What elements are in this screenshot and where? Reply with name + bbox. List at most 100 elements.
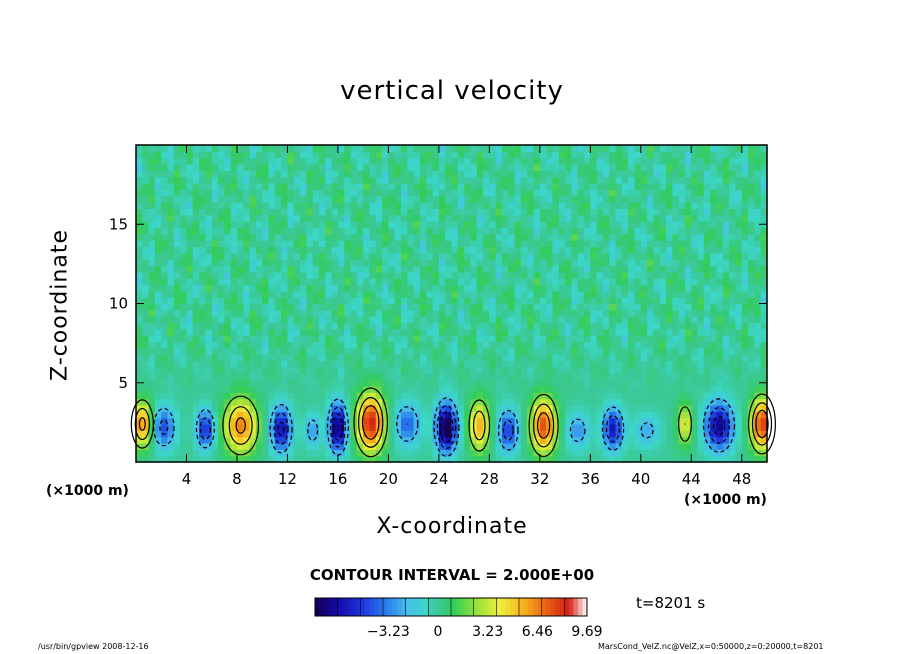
heatmap-cell: [419, 303, 427, 311]
heatmap-cell: [451, 246, 459, 254]
heatmap-cell: [577, 278, 585, 286]
heatmap-cell: [262, 411, 270, 419]
heatmap-cell: [268, 354, 276, 362]
heatmap-cell: [148, 392, 156, 400]
heatmap-cell: [356, 290, 364, 298]
heatmap-cell: [653, 354, 661, 362]
heatmap-cell: [205, 398, 213, 406]
heatmap-cell: [255, 442, 263, 450]
heatmap-cell: [703, 252, 711, 260]
heatmap-cell: [363, 417, 371, 425]
heatmap-cell: [306, 316, 314, 324]
heatmap-cell: [760, 449, 768, 457]
heatmap-cell: [615, 246, 623, 254]
heatmap-cell: [609, 208, 617, 216]
heatmap-cell: [249, 360, 257, 368]
heatmap-cell: [754, 360, 762, 368]
heatmap-cell: [432, 347, 440, 355]
heatmap-cell: [224, 265, 232, 273]
heatmap-cell: [382, 335, 389, 343]
heatmap-cell: [274, 290, 282, 298]
heatmap-cell: [584, 328, 591, 336]
heatmap-cell: [495, 442, 503, 450]
heatmap-cell: [281, 265, 289, 273]
heatmap-cell: [180, 404, 188, 412]
heatmap-cell: [552, 164, 560, 171]
heatmap-cell: [602, 449, 610, 457]
heatmap-cell: [186, 157, 194, 165]
heatmap-cell: [495, 164, 503, 171]
heatmap-cell: [659, 202, 667, 209]
heatmap-cell: [394, 240, 402, 248]
heatmap-cell: [268, 227, 276, 235]
heatmap-cell: [356, 259, 364, 267]
heatmap-cell: [483, 271, 490, 279]
heatmap-cell: [457, 398, 465, 406]
heatmap-cell: [300, 449, 307, 457]
heatmap-cell: [432, 145, 440, 152]
heatmap-cell: [407, 214, 415, 222]
heatmap-cell: [539, 183, 547, 190]
heatmap-cell: [533, 259, 541, 267]
heatmap-cell: [180, 316, 188, 324]
heatmap-cell: [281, 392, 289, 400]
heatmap-cell: [741, 366, 749, 374]
heatmap-cell: [407, 379, 415, 387]
heatmap-cell: [596, 354, 604, 362]
heatmap-cell: [735, 278, 743, 286]
heatmap-cell: [148, 341, 156, 349]
heatmap-cell: [495, 221, 503, 229]
heatmap-cell: [161, 233, 169, 241]
heatmap-cell: [243, 183, 251, 190]
heatmap-cell: [205, 214, 213, 222]
heatmap-cell: [426, 170, 434, 178]
heatmap-cell: [565, 208, 572, 216]
heatmap-cell: [161, 417, 169, 425]
heatmap-cell: [735, 347, 743, 355]
heatmap-cell: [249, 202, 257, 209]
heatmap-cell: [167, 195, 175, 203]
heatmap-cell: [628, 322, 636, 330]
heatmap-cell: [356, 271, 364, 279]
heatmap-cell: [584, 214, 591, 222]
heatmap-cell: [609, 423, 617, 431]
heatmap-cell: [590, 354, 598, 362]
heatmap-cell: [483, 202, 490, 209]
heatmap-cell: [161, 265, 169, 273]
heatmap-cell: [602, 360, 610, 368]
heatmap-cell: [274, 265, 282, 273]
heatmap-cell: [344, 157, 352, 165]
heatmap-cell: [501, 157, 509, 165]
heatmap-cell: [615, 347, 623, 355]
heatmap-cell: [760, 398, 768, 406]
heatmap-cell: [697, 246, 705, 254]
heatmap-cell: [375, 411, 383, 419]
heatmap-cell: [470, 449, 478, 457]
heatmap-cell: [501, 436, 509, 444]
heatmap-cell: [432, 202, 440, 209]
heatmap-cell: [300, 309, 307, 317]
heatmap-cell: [287, 316, 295, 324]
heatmap-cell: [710, 379, 718, 387]
heatmap-cell: [230, 385, 238, 393]
heatmap-cell: [470, 290, 478, 298]
heatmap-cell: [274, 392, 282, 400]
heatmap-cell: [344, 430, 352, 438]
heatmap-cell: [666, 214, 673, 222]
heatmap-cell: [552, 290, 560, 298]
heatmap-cell: [192, 360, 200, 368]
heatmap-cell: [666, 303, 673, 311]
heatmap-cell: [609, 430, 617, 438]
heatmap-cell: [539, 417, 547, 425]
heatmap-cell: [640, 246, 648, 254]
heatmap-cell: [230, 271, 238, 279]
heatmap-cell: [621, 411, 629, 419]
heatmap-cell: [552, 335, 560, 343]
heatmap-cell: [634, 233, 642, 241]
heatmap-cell: [602, 385, 610, 393]
heatmap-cell: [325, 322, 333, 330]
heatmap-cell: [710, 176, 718, 184]
heatmap-cell: [249, 195, 257, 203]
heatmap-cell: [697, 449, 705, 457]
heatmap-cell: [167, 189, 175, 197]
